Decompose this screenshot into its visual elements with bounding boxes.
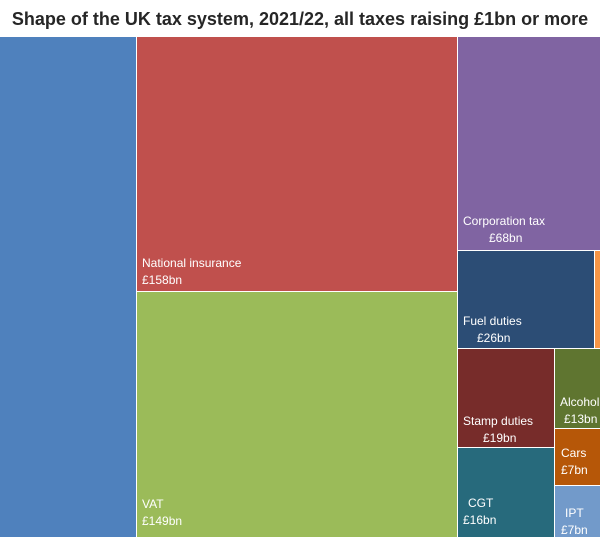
treemap-tile-national-insurance: National insurance £158bn xyxy=(136,36,458,292)
treemap-tile-corporation-tax: Corporation tax £68bn xyxy=(457,36,600,251)
tile-value: £158bn xyxy=(142,273,183,287)
treemap-tile-stamp-duties: Stamp duties £19bn xyxy=(457,348,555,448)
tile-label: National insurance £158bn xyxy=(142,255,241,289)
treemap-tile-fuel-duties: Fuel duties £26bn xyxy=(457,250,595,349)
tile-name: Alcohol xyxy=(560,395,600,409)
tile-name: IPT xyxy=(565,506,584,520)
treemap-tile-cgt: CGT £16bn xyxy=(457,447,555,538)
treemap-tile-ipt: IPT £7bn xyxy=(554,485,600,538)
tile-value: £68bn xyxy=(489,231,523,245)
tile-name: Fuel duties xyxy=(463,314,522,328)
tile-value: £7bn xyxy=(561,463,588,477)
tile-label: VAT £149bn xyxy=(142,496,182,530)
tile-name: VAT xyxy=(142,497,164,511)
tile-label: Cars £7bn xyxy=(561,445,588,479)
treemap-tile-vat: VAT £149bn xyxy=(136,291,458,538)
tile-name: CGT xyxy=(468,496,494,510)
tile-value: £149bn xyxy=(142,514,183,528)
treemap-tile-unlabeled-0 xyxy=(0,36,137,538)
tile-label: CGT £16bn xyxy=(463,495,496,529)
tile-value: £7bn xyxy=(561,523,588,537)
treemap-tile-unlabeled-5 xyxy=(594,250,600,349)
tile-name: Stamp duties xyxy=(463,414,534,428)
treemap-tile-alcohol: Alcohol £13bn xyxy=(554,348,600,429)
tile-label: Fuel duties £26bn xyxy=(463,313,522,347)
tile-label: Alcohol £13bn xyxy=(560,394,599,428)
tile-value: £26bn xyxy=(477,331,511,345)
chart-title: Shape of the UK tax system, 2021/22, all… xyxy=(11,9,589,29)
tile-label: Corporation tax £68bn xyxy=(463,213,545,247)
tile-value: £13bn xyxy=(564,412,598,426)
tile-value: £16bn xyxy=(463,513,497,527)
tile-name: National insurance xyxy=(142,256,242,270)
tile-label: Stamp duties £19bn xyxy=(463,413,533,447)
treemap-plot-area: National insurance £158bn VAT £149bn Corpora… xyxy=(0,36,600,538)
treemap-tile-cars: Cars £7bn xyxy=(554,428,600,486)
tile-name: Cars xyxy=(561,446,587,460)
tile-name: Corporation tax xyxy=(463,214,546,228)
tile-label: IPT £7bn xyxy=(561,505,588,537)
tile-value: £19bn xyxy=(483,431,517,445)
